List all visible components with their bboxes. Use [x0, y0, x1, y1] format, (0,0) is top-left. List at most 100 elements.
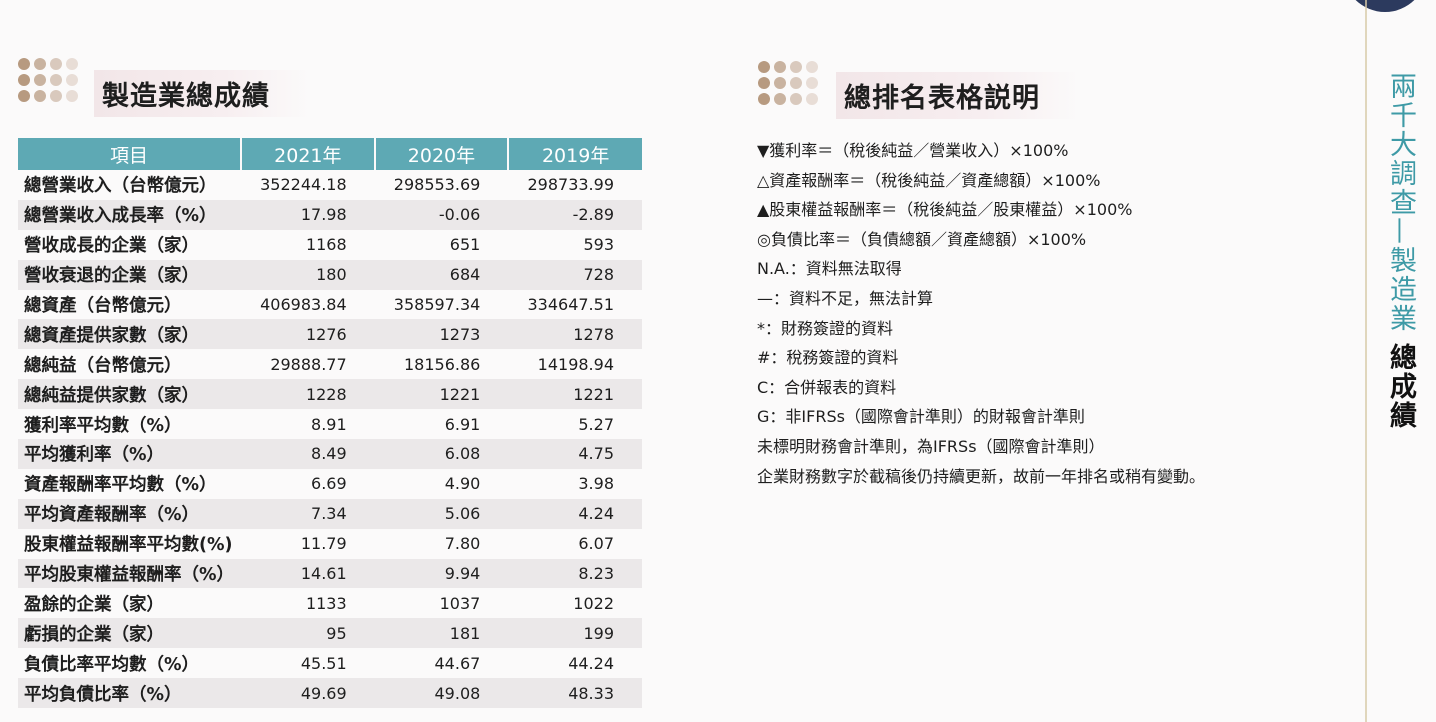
dot	[66, 90, 78, 102]
value-cell: 1022	[573, 593, 614, 613]
dot	[774, 61, 786, 73]
value-cell: 1278	[508, 319, 642, 350]
label-cell: 負債比率平均數（%）	[24, 654, 200, 675]
table-row: 總營業收入成長率（%） 17.98 -0.06 -2.89	[18, 199, 642, 230]
value-cell: 7.80	[444, 534, 481, 554]
label-cell: 平均獲利率（%）	[18, 439, 241, 469]
value-cell: 29888.77	[270, 354, 347, 374]
note-line: 未標明財務會計準則，為IFRSs（國際會計準則）	[757, 436, 1105, 456]
dot	[758, 77, 770, 89]
label-cell: 獲利率平均數（%）	[24, 415, 182, 436]
note-line: —：資料不足，無法計算	[757, 288, 934, 308]
value-cell: 45.51	[300, 653, 347, 673]
value-cell: 352244.18	[260, 175, 347, 195]
label-cell: 資產報酬率平均數（%）	[24, 475, 217, 496]
label-cell: 盈餘的企業（家）	[24, 594, 164, 615]
label-cell: 總資產提供家數（家）	[18, 319, 241, 350]
value-cell: 48.33	[508, 678, 642, 709]
dot	[790, 61, 802, 73]
section-title: 製造業總成績	[94, 70, 310, 117]
value-cell: 17.98	[241, 199, 375, 230]
value-cell: 298733.99	[527, 175, 614, 195]
table-row: 虧損的企業（家） 95 181 199	[18, 618, 642, 649]
value-cell: 5.27	[578, 414, 614, 434]
note-line: N.A.：資料無法取得	[757, 259, 902, 279]
side-page: 總成績	[1385, 343, 1416, 430]
value-cell: 1221	[374, 379, 509, 410]
dot	[758, 61, 770, 73]
dot	[18, 74, 30, 86]
note-line: *：財務簽證的資料	[757, 318, 894, 338]
value-cell: 6.07	[578, 534, 614, 554]
value-cell: 1273	[374, 319, 509, 350]
label-cell: 平均股東權益報酬率（%）	[18, 558, 241, 589]
label-cell: 營收衰退的企業（家）	[18, 259, 241, 290]
table-row: 平均負債比率（%） 49.69 49.08 48.33	[18, 678, 642, 709]
dot-icon	[758, 61, 818, 105]
table-row: 總純益提供家數（家） 1228 1221 1221	[18, 379, 642, 410]
dot	[50, 90, 62, 102]
value-cell: -2.89	[508, 199, 642, 230]
dot	[806, 93, 818, 105]
table-row: 平均獲利率（%） 8.49 6.08 4.75	[18, 439, 642, 469]
value-cell: 1133	[305, 593, 347, 613]
table-row: 盈餘的企業（家） 1133 1037 1022	[18, 588, 642, 618]
value-cell: 5.06	[374, 498, 509, 529]
label-cell: 平均資產報酬率（%）	[18, 498, 241, 529]
label-cell: 總純益提供家數（家）	[18, 379, 241, 410]
dot	[758, 93, 770, 105]
table-row: 總資產提供家數（家） 1276 1273 1278	[18, 319, 642, 350]
value-cell: 8.49	[241, 439, 375, 469]
results-table: 項目 2021年 2020年 2019年 總營業收入（台幣億元） 352244.18 29…	[18, 138, 642, 709]
dot	[18, 58, 30, 70]
value-cell: 728	[508, 259, 642, 290]
header-cell: 2019年	[507, 138, 642, 170]
table-row: 平均股東權益報酬率（%） 14.61 9.94 8.23	[18, 558, 642, 589]
value-cell: 593	[583, 235, 614, 255]
value-cell: 95	[241, 618, 375, 649]
table-row: 負債比率平均數（%） 45.51 44.67 44.24	[18, 648, 642, 678]
table-row: 總純益（台幣億元） 29888.77 18156.86 14198.94	[18, 349, 642, 379]
value-cell: 14198.94	[537, 354, 614, 374]
label-cell: 營收成長的企業（家）	[24, 236, 199, 257]
dot	[50, 74, 62, 86]
note-line: 企業財務數字於截稿後仍持續更新，故前一年排名或稍有變動。	[757, 466, 1206, 486]
value-cell: 684	[374, 259, 509, 290]
value-cell: 358597.34	[393, 295, 481, 314]
dot	[806, 77, 818, 89]
value-cell: 1228	[241, 379, 375, 410]
table-row: 總資產（台幣億元） 406983.84 358597.34 334647.51	[18, 290, 642, 320]
dot	[18, 90, 30, 102]
value-cell: 180	[241, 259, 375, 290]
header-cell: 2020年	[373, 138, 509, 170]
value-cell: 1221	[508, 379, 642, 410]
table-row: 股東權益報酬率平均數(%) 11.79 7.80 6.07	[18, 529, 642, 559]
corner-emblem	[1355, 0, 1415, 12]
label-cell: 總純益（台幣億元）	[24, 355, 182, 376]
value-cell: 9.94	[374, 558, 509, 589]
note-line: ▼獲利率＝（稅後純益／營業收入）×100%	[757, 141, 1069, 160]
table-row: 資產報酬率平均數（%） 6.69 4.90 3.98	[18, 469, 642, 499]
table-row: 總營業收入（台幣億元） 352244.18 298553.69 298733.99	[18, 170, 642, 200]
dot	[806, 61, 818, 73]
label-cell: 總營業收入成長率（%）	[18, 199, 241, 230]
value-cell: 334647.51	[527, 295, 614, 314]
value-cell: 44.24	[568, 653, 614, 673]
table-row: 營收衰退的企業（家） 180 684 728	[18, 259, 642, 290]
value-cell: 49.08	[374, 678, 509, 709]
label-cell: 股東權益報酬率平均數(%)	[24, 535, 233, 556]
dot	[790, 77, 802, 89]
value-cell: 199	[508, 618, 642, 649]
label-cell: 總營業收入（台幣億元）	[24, 176, 217, 197]
note-line: #：稅務簽證的資料	[757, 348, 899, 368]
value-cell: 4.24	[508, 498, 642, 529]
value-cell: 14.61	[241, 558, 375, 589]
dot	[774, 93, 786, 105]
dot	[34, 90, 46, 102]
value-cell: 1168	[305, 235, 347, 255]
note-line: C：合併報表的資料	[757, 377, 897, 397]
value-cell: 4.90	[444, 474, 481, 494]
table-row: 獲利率平均數（%） 8.91 6.91 5.27	[18, 409, 642, 439]
value-cell: 6.08	[374, 439, 509, 469]
